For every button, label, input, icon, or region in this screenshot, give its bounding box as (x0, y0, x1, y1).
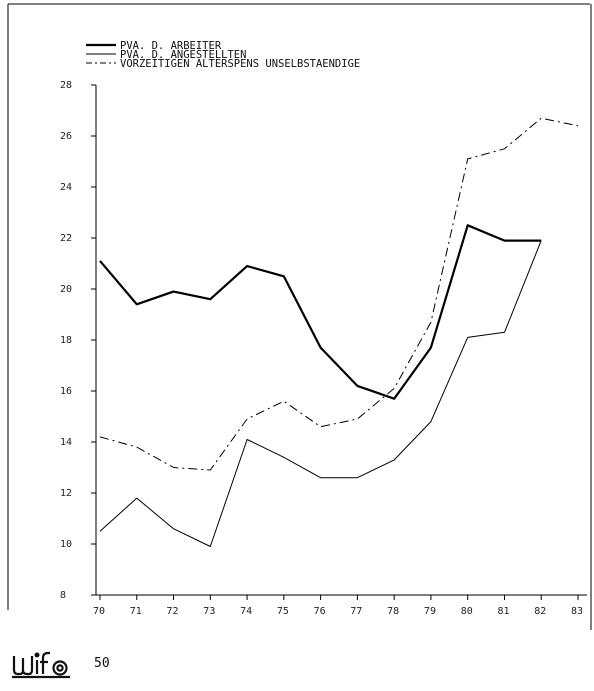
legend-label: VORZEITIGEN ALTERSPENS UNSELBSTAENDIGE (120, 58, 360, 70)
x-tick-label: 81 (497, 606, 509, 617)
legend-label: PVA. D. ANGESTELLTEN (120, 49, 246, 61)
x-tick-label: 78 (387, 606, 399, 617)
y-tick-label: 26 (60, 131, 72, 142)
series-layer (99, 117, 579, 547)
chart: 8 10 12 14 16 18 20 22 24 26 28 70 71 72 73 74 75 76 77 78 7… (7, 3, 592, 630)
series-line-2 (99, 240, 542, 547)
y-tick-label: 12 (60, 488, 72, 499)
y-tick-label: 16 (60, 386, 72, 397)
y-tick-label: 28 (60, 80, 72, 91)
x-tick-label: 79 (424, 606, 436, 617)
y-tick-label: 20 (60, 284, 72, 295)
axes: 8 10 12 14 16 18 20 22 24 26 28 70 71 72 73 74 75 76 77 78 7… (60, 80, 587, 617)
y-tick-label: 18 (60, 335, 72, 346)
page-number: 50 (94, 655, 110, 671)
x-tick-label: 74 (240, 606, 252, 617)
x-tick-label: 77 (350, 606, 362, 617)
x-tick-label: 71 (130, 606, 142, 617)
x-tick-label: 80 (461, 606, 473, 617)
y-tick-label: 10 (60, 539, 72, 550)
x-tick-label: 72 (167, 606, 179, 617)
y-tick-label: 14 (60, 437, 72, 448)
x-tick-label: 82 (534, 606, 546, 617)
footer: 50 (10, 643, 110, 683)
y-tick-label: 8 (60, 590, 66, 601)
x-tick-label: 70 (93, 606, 105, 617)
series-line-3 (99, 117, 579, 471)
x-tick-label: 73 (203, 606, 215, 617)
legend-label: PVA. D. ARBEITER (120, 40, 222, 52)
series-line-1 (99, 224, 542, 400)
wifo-logo (12, 651, 70, 679)
x-tick-label: 75 (277, 606, 289, 617)
y-tick-label: 22 (60, 233, 72, 244)
x-tick-label: 83 (571, 606, 583, 617)
x-tick-label: 76 (314, 606, 326, 617)
y-tick-label: 24 (60, 182, 72, 193)
